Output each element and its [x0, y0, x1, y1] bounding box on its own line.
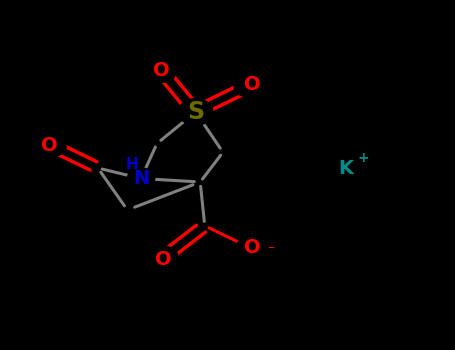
- Text: ⁻: ⁻: [268, 243, 275, 257]
- Circle shape: [155, 247, 177, 264]
- Text: S: S: [187, 100, 204, 124]
- Text: O: O: [244, 75, 261, 93]
- Circle shape: [178, 99, 213, 125]
- Text: O: O: [244, 238, 261, 257]
- Text: N: N: [133, 169, 149, 188]
- Text: O: O: [155, 250, 171, 269]
- Circle shape: [237, 238, 259, 256]
- Circle shape: [152, 65, 175, 82]
- Circle shape: [334, 159, 357, 177]
- Text: O: O: [153, 61, 170, 79]
- Circle shape: [127, 168, 155, 189]
- Text: H: H: [126, 157, 138, 172]
- Circle shape: [234, 79, 257, 96]
- Circle shape: [43, 138, 66, 156]
- Text: +: +: [357, 151, 369, 165]
- Text: O: O: [41, 136, 57, 155]
- Text: K: K: [339, 159, 353, 177]
